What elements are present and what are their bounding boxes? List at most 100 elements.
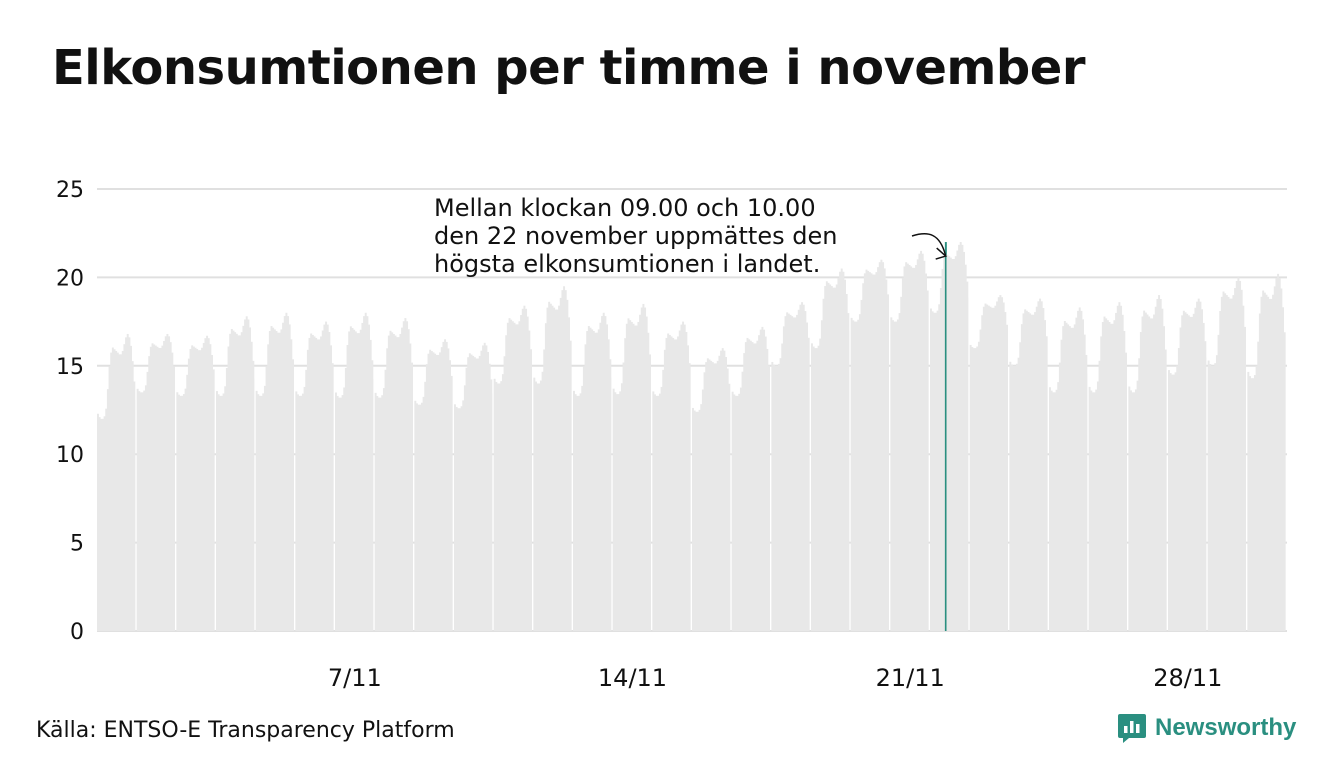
hour-bar — [956, 250, 959, 631]
hour-bar — [335, 392, 337, 631]
hour-bar — [290, 339, 293, 631]
hour-bar — [394, 335, 397, 631]
hour-bar — [835, 284, 838, 631]
hour-bar — [992, 307, 995, 631]
hour-bar — [596, 332, 599, 631]
hour-bar — [1227, 296, 1230, 631]
hour-bar — [116, 352, 119, 631]
hour-bar — [898, 313, 901, 631]
hour-bar — [143, 390, 146, 631]
hour-bar — [801, 302, 804, 631]
hour-bar — [234, 332, 237, 631]
hour-bar — [278, 332, 281, 631]
hour-bar — [1153, 314, 1156, 631]
hour-bar — [698, 409, 701, 631]
hour-bar — [179, 395, 182, 631]
hour-bar — [772, 364, 775, 631]
hour-bar — [483, 342, 486, 631]
hour-bar — [644, 307, 647, 631]
hour-bar — [1120, 305, 1123, 631]
hour-bar — [194, 347, 197, 631]
hour-bar — [931, 311, 934, 631]
hour-bar — [579, 393, 582, 631]
hour-bar — [743, 353, 746, 631]
hour-bar — [414, 400, 417, 631]
hour-bar — [230, 329, 233, 631]
hour-bar — [460, 406, 463, 631]
hour-bar — [971, 347, 974, 631]
hour-bar — [759, 329, 762, 631]
hour-bar — [921, 253, 924, 631]
hour-bar — [1015, 363, 1018, 631]
page-title: Elkonsumtionen per timme i november — [52, 40, 1086, 96]
hour-bar — [1280, 288, 1283, 631]
hour-bar — [110, 352, 113, 631]
hour-bar — [495, 381, 498, 631]
hour-bar — [227, 346, 230, 631]
hour-bar — [911, 267, 914, 631]
hour-bar — [981, 315, 984, 631]
hour-bar — [1027, 312, 1030, 631]
hour-bar — [539, 380, 542, 631]
hour-bar — [635, 325, 638, 631]
hour-bar — [1039, 298, 1042, 631]
hour-bar — [121, 350, 124, 631]
hour-bar — [232, 330, 235, 631]
hour-bar — [528, 330, 531, 631]
hour-bar — [473, 357, 476, 631]
hour-bar — [1168, 370, 1170, 631]
hour-bar — [863, 273, 866, 631]
hour-bar — [219, 395, 222, 631]
y-tick-label: 15 — [56, 355, 84, 380]
hour-bar — [1275, 278, 1278, 631]
hour-bar — [936, 310, 939, 631]
hour-bar — [1072, 327, 1075, 631]
hour-bar — [1247, 371, 1250, 631]
hour-bar — [573, 390, 575, 631]
hour-bar — [706, 358, 709, 631]
hour-bar — [837, 278, 840, 631]
hour-bar — [146, 371, 149, 631]
hour-bar — [817, 345, 820, 631]
hour-bar — [1010, 364, 1013, 631]
hour-bar — [951, 259, 954, 631]
hour-bar — [211, 354, 213, 631]
hour-bar — [891, 320, 894, 631]
hour-bar — [670, 336, 673, 631]
hour-bar — [533, 377, 536, 631]
hour-bar — [387, 335, 390, 631]
hour-bar — [895, 321, 898, 631]
hour-bar — [1025, 310, 1028, 631]
hour-bar — [850, 317, 853, 631]
hour-bar — [192, 346, 195, 631]
hour-bar — [1068, 326, 1071, 631]
hour-bar — [199, 350, 202, 631]
hour-bar — [427, 353, 430, 631]
hour-bar — [860, 299, 863, 631]
hour-bar — [419, 404, 422, 631]
hour-bar — [144, 385, 147, 631]
brand-logo[interactable]: Newsworthy — [1117, 712, 1296, 744]
hour-bar — [815, 348, 818, 631]
hour-bar — [781, 343, 784, 631]
hourly-bars — [97, 242, 1286, 632]
hour-bar — [1215, 355, 1218, 631]
hour-bar — [158, 347, 161, 631]
hour-bar — [1196, 301, 1199, 631]
hour-bar — [1078, 307, 1081, 631]
hour-bar — [358, 333, 361, 631]
hour-bar — [1075, 317, 1078, 631]
hour-bar — [1217, 334, 1220, 631]
hour-bar — [425, 364, 428, 631]
hour-bar — [584, 344, 587, 631]
source-text: Källa: ENTSO-E Transparency Platform — [36, 718, 455, 743]
hour-bar — [544, 323, 547, 631]
hour-bar — [478, 355, 481, 631]
hour-bar — [1151, 318, 1154, 631]
hour-bar — [308, 337, 311, 631]
hour-bar — [872, 274, 875, 631]
hour-bar — [1108, 321, 1111, 631]
hour-bar — [1204, 341, 1207, 631]
hour-bar — [411, 362, 413, 631]
hour-bar — [488, 363, 491, 631]
